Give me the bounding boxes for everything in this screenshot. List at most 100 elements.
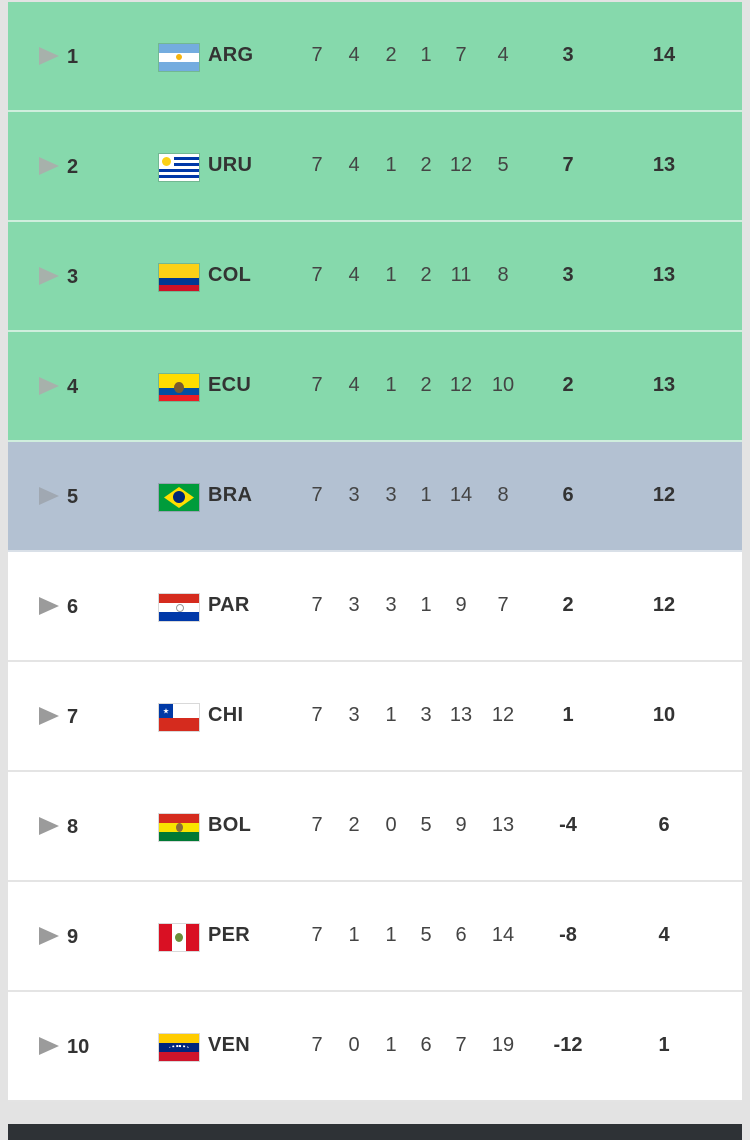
- lost-cell: 1: [420, 484, 432, 506]
- table-row[interactable]: 3 COL 7 4 1 2 11 8 3 13: [8, 222, 742, 332]
- goal-diff-cell: 3: [562, 264, 574, 286]
- points-cell: 14: [652, 44, 676, 66]
- colombia-flag: [159, 264, 199, 291]
- rank-number: 4: [67, 376, 79, 398]
- play-triangle-icon[interactable]: [39, 817, 59, 835]
- rank-number: 2: [67, 156, 79, 178]
- goal-diff-cell: 2: [562, 374, 574, 396]
- drawn-cell: 3: [385, 594, 397, 616]
- goals-for-cell: 7: [455, 44, 467, 66]
- play-triangle-icon[interactable]: [39, 377, 59, 395]
- paraguay-flag: [159, 594, 199, 621]
- rank-number: 9: [67, 926, 79, 948]
- play-triangle-icon[interactable]: [39, 707, 59, 725]
- played-cell: 7: [311, 264, 323, 286]
- rank-number: 3: [67, 266, 79, 288]
- team-code: CHI: [208, 704, 244, 726]
- goal-diff-cell: 7: [562, 154, 574, 176]
- drawn-cell: 2: [385, 44, 397, 66]
- goals-for-cell: 7: [455, 1034, 467, 1056]
- played-cell: 7: [311, 374, 323, 396]
- goal-diff-cell: -4: [559, 814, 577, 836]
- goals-for-cell: 9: [455, 594, 467, 616]
- lost-cell: 5: [420, 814, 432, 836]
- drawn-cell: 1: [385, 374, 397, 396]
- play-triangle-icon[interactable]: [39, 487, 59, 505]
- table-row[interactable]: 4 ECU 7 4 1 2 12 10 2 13: [8, 332, 742, 442]
- won-cell: 0: [348, 1034, 360, 1056]
- rank-number: 10: [67, 1036, 90, 1058]
- table-row[interactable]: 7 CHI 7 3 1 3 13 12 1 10: [8, 662, 742, 772]
- goal-diff-cell: 3: [562, 44, 574, 66]
- goals-for-cell: 11: [450, 264, 472, 286]
- table-row[interactable]: 8 BOL 7 2 0 5 9 13 -4 6: [8, 772, 742, 882]
- points-cell: 13: [652, 374, 676, 396]
- points-cell: 13: [652, 154, 676, 176]
- goals-against-cell: 7: [497, 594, 509, 616]
- table-row[interactable]: 6 PAR 7 3 3 1 9 7 2 12: [8, 552, 742, 662]
- table-row[interactable]: 10 VEN 7 0 1 6 7 19 -12 1: [8, 992, 742, 1102]
- points-cell: 6: [658, 814, 670, 836]
- drawn-cell: 0: [385, 814, 397, 836]
- play-triangle-icon[interactable]: [39, 267, 59, 285]
- goals-against-cell: 12: [491, 704, 515, 726]
- chile-flag: [159, 704, 199, 731]
- play-triangle-icon[interactable]: [39, 1037, 59, 1055]
- points-cell: 12: [652, 484, 676, 506]
- won-cell: 4: [348, 44, 360, 66]
- rank-number: 6: [67, 596, 79, 618]
- goals-for-cell: 6: [455, 924, 467, 946]
- drawn-cell: 1: [385, 704, 397, 726]
- points-cell: 12: [652, 594, 676, 616]
- bolivia-flag: [159, 814, 199, 841]
- goals-for-cell: 12: [449, 374, 473, 396]
- goals-for-cell: 9: [455, 814, 467, 836]
- lost-cell: 6: [420, 1034, 432, 1056]
- team-code: URU: [208, 154, 253, 176]
- won-cell: 1: [348, 924, 360, 946]
- team-code: PAR: [208, 594, 250, 616]
- won-cell: 4: [348, 154, 360, 176]
- lost-cell: 2: [420, 154, 432, 176]
- uruguay-flag: [159, 154, 199, 181]
- lost-cell: 1: [420, 44, 432, 66]
- goals-against-cell: 14: [491, 924, 515, 946]
- goals-against-cell: 19: [491, 1034, 515, 1056]
- goals-for-cell: 14: [449, 484, 473, 506]
- goal-diff-cell: -8: [559, 924, 577, 946]
- drawn-cell: 1: [385, 154, 397, 176]
- play-triangle-icon[interactable]: [39, 47, 59, 65]
- team-code: BRA: [208, 484, 253, 506]
- goals-against-cell: 8: [497, 484, 509, 506]
- points-cell: 10: [652, 704, 676, 726]
- team-code: BOL: [208, 814, 252, 836]
- played-cell: 7: [311, 484, 323, 506]
- table-row[interactable]: 9 PER 7 1 1 5 6 14 -8 4: [8, 882, 742, 992]
- goals-for-cell: 13: [449, 704, 473, 726]
- drawn-cell: 1: [385, 924, 397, 946]
- drawn-cell: 3: [385, 484, 397, 506]
- points-cell: 1: [658, 1034, 670, 1056]
- ecuador-flag: [159, 374, 199, 401]
- won-cell: 2: [348, 814, 360, 836]
- lost-cell: 2: [420, 264, 432, 286]
- play-triangle-icon[interactable]: [39, 157, 59, 175]
- table-row[interactable]: 2 URU 7 4 1 2 12 5 7 13: [8, 112, 742, 222]
- played-cell: 7: [311, 704, 323, 726]
- venezuela-flag: [159, 1034, 199, 1061]
- played-cell: 7: [311, 924, 323, 946]
- played-cell: 7: [311, 594, 323, 616]
- lost-cell: 5: [420, 924, 432, 946]
- played-cell: 7: [311, 154, 323, 176]
- table-row[interactable]: 1 ARG 7 4 2 1 7 4 3 14: [8, 2, 742, 112]
- lost-cell: 3: [420, 704, 432, 726]
- team-code: COL: [208, 264, 252, 286]
- play-triangle-icon[interactable]: [39, 927, 59, 945]
- argentina-flag: [159, 44, 199, 71]
- play-triangle-icon[interactable]: [39, 597, 59, 615]
- rank-number: 8: [67, 816, 79, 838]
- goal-diff-cell: 2: [562, 594, 574, 616]
- rank-number: 5: [67, 486, 79, 508]
- table-row[interactable]: 5 BRA 7 3 3 1 14 8 6 12: [8, 442, 742, 552]
- goals-against-cell: 4: [497, 44, 509, 66]
